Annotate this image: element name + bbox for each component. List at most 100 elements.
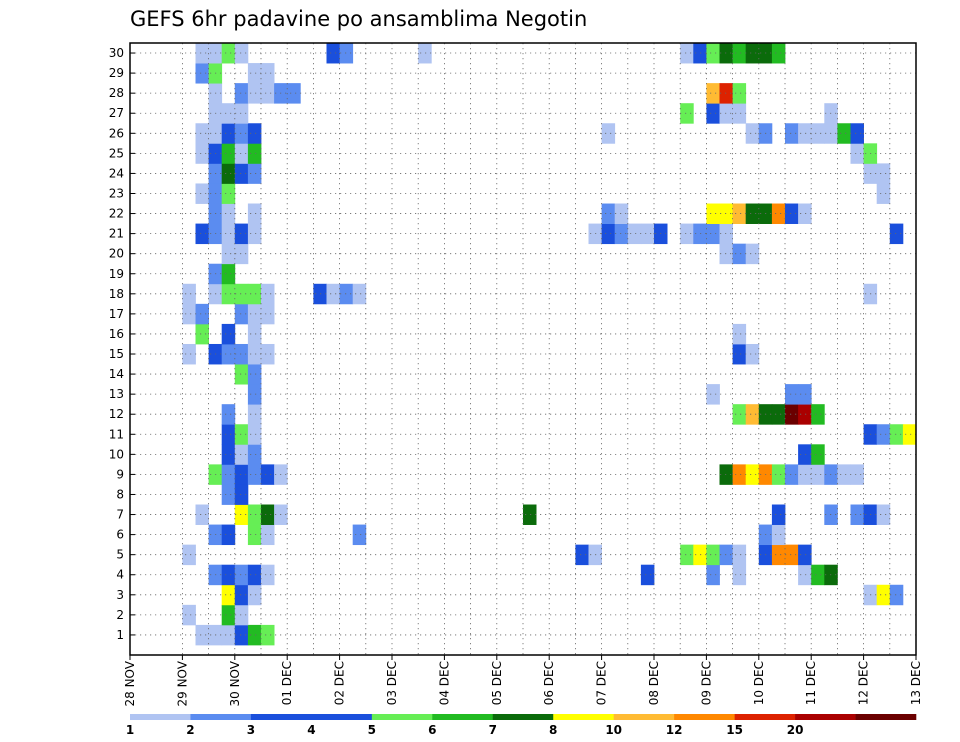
heatmap-cell <box>261 464 275 485</box>
heatmap-cell <box>771 404 786 425</box>
legend-label: 6 <box>428 723 436 737</box>
heatmap-cell <box>627 223 642 245</box>
legend-label: 1 <box>126 723 134 737</box>
heatmap-cell <box>745 404 760 425</box>
heatmap-cell <box>234 464 249 485</box>
heatmap-cell <box>745 203 760 224</box>
heatmap-cell <box>326 283 340 305</box>
heatmap-cell <box>798 444 812 465</box>
heatmap-cell <box>234 283 249 305</box>
heatmap-cell <box>234 163 249 184</box>
heatmap-cell <box>706 203 720 224</box>
legend-label: 3 <box>247 723 255 737</box>
heatmap-cell <box>339 43 354 64</box>
heatmap-cell <box>876 504 891 525</box>
heatmap-cell <box>247 63 262 84</box>
heatmap-cell <box>706 223 720 245</box>
heatmap-cell <box>771 464 786 485</box>
heatmap-cell <box>601 123 616 144</box>
heatmap-cell <box>221 323 236 345</box>
heatmap-cell <box>261 504 275 525</box>
heatmap-cell <box>234 624 249 646</box>
heatmap-cell <box>745 43 760 64</box>
heatmap-cell <box>811 564 825 586</box>
y-tick-label: 3 <box>116 588 124 602</box>
heatmap-cell <box>221 243 236 265</box>
heatmap-cell <box>680 544 694 566</box>
heatmap-cell <box>182 303 196 325</box>
heatmap-cell <box>247 624 262 646</box>
y-tick-label: 30 <box>109 46 124 60</box>
legend-label: 20 <box>787 723 804 737</box>
legend-swatch <box>553 714 614 720</box>
heatmap-cell <box>221 343 236 365</box>
heatmap-cell <box>771 43 786 64</box>
x-tick-label: 09 DEC <box>699 661 713 705</box>
y-tick-label: 17 <box>109 307 124 321</box>
x-tick-label: 01 DEC <box>280 661 294 705</box>
y-tick-label: 8 <box>116 487 124 501</box>
heatmap-cell <box>732 323 747 345</box>
legend-swatch <box>492 714 554 720</box>
heatmap-cell <box>247 223 262 245</box>
heatmap-cell <box>745 243 760 265</box>
heatmap-cell <box>182 604 196 626</box>
heatmap-cell <box>247 83 262 104</box>
heatmap-cell <box>221 103 236 124</box>
heatmap-cell <box>876 163 891 184</box>
heatmap-cell <box>195 323 209 345</box>
heatmap-cell <box>182 343 196 365</box>
y-tick-label: 21 <box>109 227 124 241</box>
heatmap-cell <box>706 544 720 566</box>
heatmap-cell <box>195 183 209 204</box>
heatmap-cell <box>287 83 301 104</box>
legend-swatch <box>250 714 312 720</box>
heatmap-cell <box>261 524 275 546</box>
heatmap-cell <box>234 564 249 586</box>
heatmap-cell <box>706 43 720 64</box>
legend-swatch <box>371 714 433 720</box>
y-tick-label: 15 <box>109 347 124 361</box>
heatmap-cell <box>811 444 825 465</box>
heatmap-cell <box>889 424 904 445</box>
heatmap-cell <box>680 43 694 64</box>
heatmap-cell <box>798 203 812 224</box>
legend-swatch <box>432 714 494 720</box>
heatmap-cell <box>876 584 891 606</box>
heatmap-cell <box>352 524 367 546</box>
y-tick-label: 1 <box>116 628 124 642</box>
heatmap-cell <box>247 564 262 586</box>
heatmap-cell <box>798 464 812 485</box>
heatmap-cell <box>221 123 236 144</box>
y-tick-label: 19 <box>109 267 124 281</box>
heatmap-cell <box>680 103 694 124</box>
heatmap-cell <box>247 163 262 184</box>
y-tick-label: 4 <box>116 568 124 582</box>
heatmap-cell <box>798 384 812 405</box>
heatmap-cell <box>732 243 747 265</box>
x-tick-label: 10 DEC <box>752 661 766 705</box>
legend-swatch <box>130 714 191 720</box>
heatmap-cell <box>850 123 864 144</box>
heatmap-cell <box>247 203 262 224</box>
heatmap-cell <box>719 203 733 224</box>
heatmap-cell <box>221 183 236 204</box>
heatmap-cell <box>719 103 733 124</box>
legend-swatch <box>190 714 252 720</box>
heatmap-cell <box>247 283 262 305</box>
heatmap-cell <box>234 364 249 385</box>
heatmap-cell <box>221 43 236 64</box>
y-tick-label: 25 <box>109 146 124 160</box>
heatmap-cell <box>234 584 249 606</box>
heatmap-cell <box>732 83 747 104</box>
legend-label: 15 <box>726 723 743 737</box>
heatmap-cell <box>745 464 760 485</box>
heatmap-cell <box>732 564 747 586</box>
x-tick-label: 04 DEC <box>437 661 451 705</box>
heatmap-cell <box>902 424 917 445</box>
heatmap-cell <box>732 464 747 485</box>
heatmap-cell <box>719 83 733 104</box>
heatmap-cell <box>798 564 812 586</box>
heatmap-cell <box>247 364 262 385</box>
heatmap-cell <box>261 283 275 305</box>
